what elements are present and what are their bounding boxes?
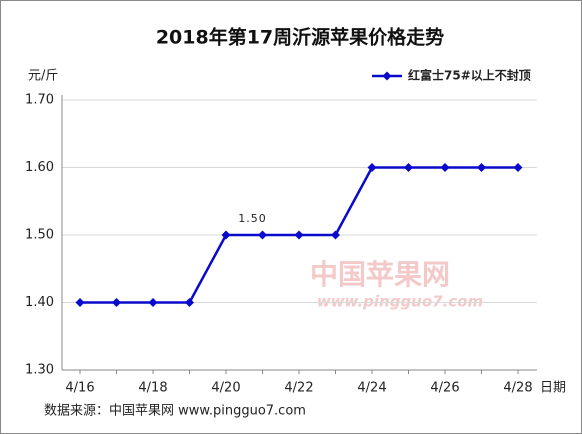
chart-title: 2018年第17周沂源苹果价格走势 — [156, 26, 444, 49]
y-axis-label: 元/斤 — [28, 69, 58, 84]
point — [221, 230, 231, 240]
point — [75, 298, 85, 307]
point — [367, 163, 377, 172]
x-tick-label: 4/16 — [65, 381, 94, 396]
value-label: 1.50 — [238, 212, 267, 225]
point — [112, 298, 121, 307]
y-tick-label: 1.50 — [25, 228, 54, 243]
y-tick-label: 1.40 — [25, 295, 54, 310]
point — [294, 230, 304, 240]
point — [185, 298, 194, 307]
legend-marker — [382, 71, 392, 81]
x-axis-label: 日期 — [540, 381, 566, 396]
y-tick-label: 1.70 — [25, 93, 54, 108]
point — [440, 163, 450, 172]
point — [404, 163, 413, 172]
watermark: 中国苹果网 — [310, 258, 450, 291]
point — [258, 230, 267, 240]
y-tick-label: 1.30 — [25, 363, 54, 378]
point — [148, 298, 158, 307]
legend-label: 红富士75#以上不封顶 — [408, 68, 531, 83]
x-tick-label: 4/24 — [357, 381, 386, 396]
point — [331, 230, 340, 240]
y-tick-label: 1.60 — [25, 160, 54, 175]
watermark: www.pingguo7.com — [317, 293, 483, 311]
x-tick-label: 4/18 — [138, 381, 167, 396]
x-tick-label: 4/20 — [211, 381, 240, 396]
point — [477, 163, 486, 172]
x-tick-label: 4/28 — [503, 381, 532, 396]
point — [513, 163, 523, 172]
x-tick-label: 4/22 — [284, 381, 313, 396]
source: 数据来源：中国苹果网 www.pingguo7.com — [44, 404, 306, 419]
x-tick-label: 4/26 — [430, 381, 459, 396]
